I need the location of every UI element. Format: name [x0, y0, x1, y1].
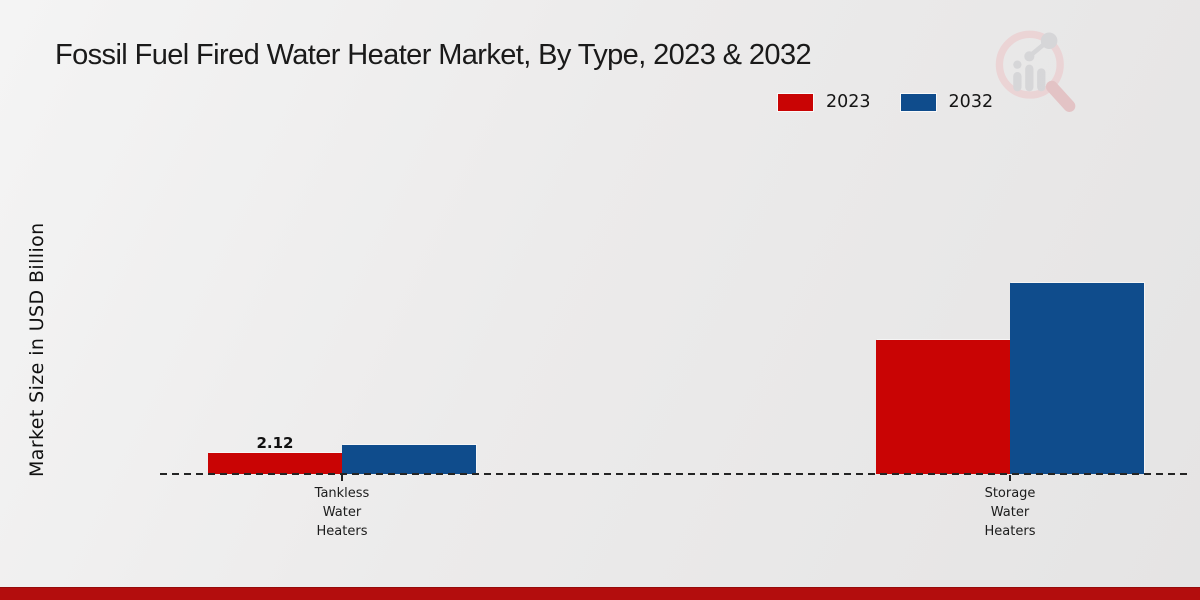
x-axis-category-label-storage: Storage Water Heaters — [984, 486, 1036, 539]
legend: 2023 2032 — [778, 92, 993, 112]
bar-storage-2023 — [876, 340, 1010, 474]
legend-swatch-2032 — [900, 93, 936, 111]
bar-tankless-2032 — [342, 445, 476, 474]
x-axis-tick-tankless — [341, 475, 343, 481]
chart-title: Fossil Fuel Fired Water Heater Market, B… — [55, 39, 812, 71]
legend-label-2032: 2032 — [948, 92, 994, 112]
legend-item-2032: 2032 — [900, 92, 994, 112]
x-axis-tick-storage — [1009, 475, 1011, 481]
bar-storage-2032 — [1010, 283, 1144, 474]
legend-label-2023: 2023 — [826, 92, 871, 112]
bottom-red-band — [0, 587, 1200, 600]
magnifier-bar-chart-logo-icon — [995, 30, 1076, 113]
legend-item-2023: 2023 — [778, 92, 871, 112]
legend-swatch-2023 — [778, 93, 813, 111]
x-axis-category-label-tankless: Tankless Water Heaters — [314, 486, 370, 539]
bar-tankless-2023 — [208, 453, 342, 474]
x-axis-line — [160, 473, 1192, 475]
bar-value-label: 2.12 — [256, 434, 294, 452]
